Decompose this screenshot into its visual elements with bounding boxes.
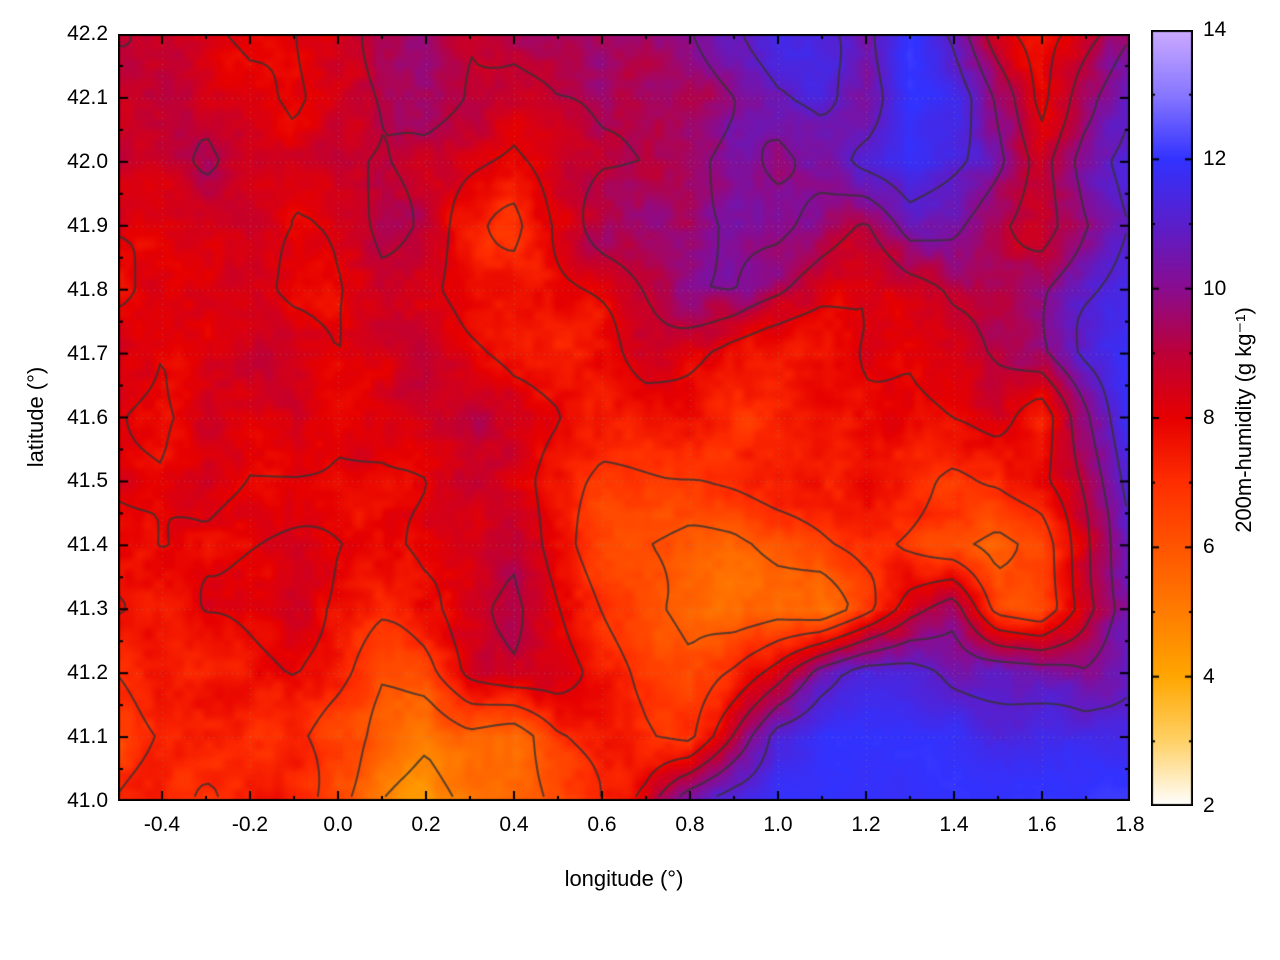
x-tick-label: 0.6: [587, 813, 617, 836]
y-tick-label: 41.3: [67, 597, 108, 621]
colorbar-gradient: [1151, 30, 1193, 806]
colorbar-tick-label: 2: [1203, 794, 1215, 817]
colorbar-tick-label: 4: [1203, 664, 1215, 688]
colorbar-tick-label: 12: [1203, 147, 1227, 171]
y-tick-label: 41.8: [67, 277, 108, 301]
colorbar-tick-label: 6: [1203, 535, 1215, 559]
y-tick-label: 41.5: [67, 469, 108, 493]
x-tick-label: -0.4: [143, 813, 181, 836]
x-tick-label: -0.2: [231, 813, 269, 836]
colorbar-tick-label: 8: [1203, 406, 1215, 429]
colorbar-label: 200m-humidity (g kg⁻¹): [1231, 307, 1256, 533]
heatmap-canvas: [118, 34, 1130, 801]
y-tick-label: 42.2: [67, 22, 108, 45]
y-axis-label: latitude (°): [23, 366, 48, 468]
x-tick-label: 0.0: [323, 813, 353, 836]
x-tick-label: 1.6: [1027, 813, 1057, 836]
y-tick-label: 41.0: [67, 789, 108, 812]
y-tick-label: 41.9: [67, 213, 108, 237]
x-tick-label: 0.4: [499, 813, 529, 836]
y-tick-label: 41.4: [67, 533, 108, 557]
x-tick-label: 1.4: [939, 813, 969, 836]
y-tick-label: 41.6: [67, 405, 108, 429]
y-tick-label: 41.1: [67, 725, 108, 749]
x-tick-label: 1.8: [1115, 813, 1145, 836]
x-tick-label: 1.0: [763, 813, 793, 836]
colorbar-tick-label: 14: [1203, 18, 1227, 41]
y-tick-label: 42.0: [67, 149, 108, 173]
y-tick-label: 41.2: [67, 661, 108, 685]
x-tick-label: 0.2: [411, 813, 441, 836]
x-tick-label: 1.2: [851, 813, 881, 836]
x-tick-label: 0.8: [675, 813, 705, 836]
y-tick-label: 41.7: [67, 341, 108, 365]
x-axis-label: longitude (°): [564, 866, 684, 891]
colorbar-tick-label: 10: [1203, 276, 1227, 300]
y-tick-label: 42.1: [67, 85, 108, 109]
